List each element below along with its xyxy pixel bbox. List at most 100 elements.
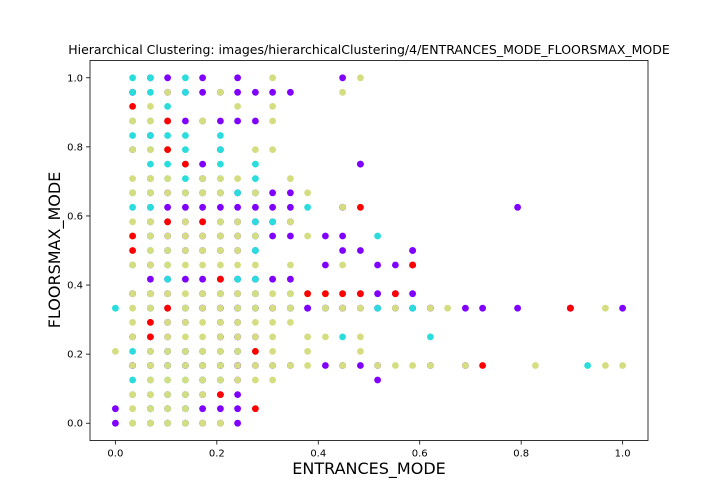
data-point [147,203,154,211]
data-point [584,362,591,369]
data-point [199,419,207,427]
data-point [164,419,172,427]
data-point [147,117,154,125]
data-point [409,247,416,254]
data-point [164,74,172,82]
data-point [269,189,276,197]
data-point [322,304,329,312]
data-point [129,304,137,312]
data-point [234,348,242,355]
data-point [164,117,172,125]
data-point [427,362,434,369]
data-point [374,290,381,298]
data-point [129,376,137,384]
data-point [217,376,224,384]
data-point [147,333,154,341]
data-point [444,304,451,312]
data-point [339,304,346,312]
data-point [339,88,346,96]
data-point [234,175,242,183]
x-tick-label: 0.8 [513,449,529,460]
data-point [164,275,172,283]
data-point [269,275,276,283]
data-point [252,304,259,312]
data-point [164,132,172,139]
data-point [322,290,329,298]
data-point [164,376,172,384]
data-point [217,203,224,211]
data-point [322,362,329,369]
data-point [182,362,189,369]
data-point [252,160,259,168]
data-point [619,362,626,369]
data-point [532,362,539,369]
data-point [182,218,189,226]
data-point [164,146,172,154]
data-point [199,160,207,168]
data-point [129,319,137,326]
y-tick-label: 0.6 [67,211,83,222]
data-point [304,189,311,197]
data-point [234,376,242,384]
data-point [252,117,259,125]
data-point [409,304,416,312]
data-point [304,362,311,369]
data-point [182,74,189,82]
data-point [182,117,189,125]
data-point [129,419,137,427]
data-point [182,232,189,240]
data-point [304,290,311,298]
data-point [182,348,189,355]
points-layer [112,74,626,427]
data-point [392,290,399,298]
data-point [199,117,207,125]
data-point [147,405,154,413]
data-point [164,247,172,254]
data-point [357,203,364,211]
data-point [269,146,276,154]
data-point [199,232,207,240]
data-point [112,405,119,413]
data-point [462,304,469,312]
data-point [217,117,224,125]
data-point [129,290,137,298]
data-point [147,218,154,226]
data-point [199,175,207,183]
data-point [392,362,399,369]
data-point [322,232,329,240]
data-point [234,203,242,211]
data-point [287,362,294,369]
data-point [182,319,189,326]
data-point [129,405,137,413]
data-point [287,189,294,197]
data-point [217,391,224,398]
data-point [392,261,399,269]
data-point [147,304,154,312]
data-point [287,290,294,298]
data-point [217,146,224,154]
x-tick-label: 0.0 [107,449,123,460]
data-point [374,232,381,240]
data-point [182,146,189,154]
data-point [252,189,259,197]
data-point [392,304,399,312]
data-point [287,218,294,226]
data-point [269,290,276,298]
data-point [234,333,242,341]
data-point [304,304,311,312]
data-point [147,146,154,154]
data-point [164,319,172,326]
x-tick-label: 1.0 [615,449,631,460]
data-point [252,247,259,254]
data-point [427,333,434,341]
x-axis: 0.0 0.2 0.4 0.6 0.8 1.0 [107,440,631,460]
data-point [217,304,224,312]
data-point [322,261,329,269]
data-point [619,304,626,312]
data-point [199,275,207,283]
data-point [199,348,207,355]
data-point [234,419,242,427]
data-point [252,290,259,298]
data-point [164,261,172,269]
